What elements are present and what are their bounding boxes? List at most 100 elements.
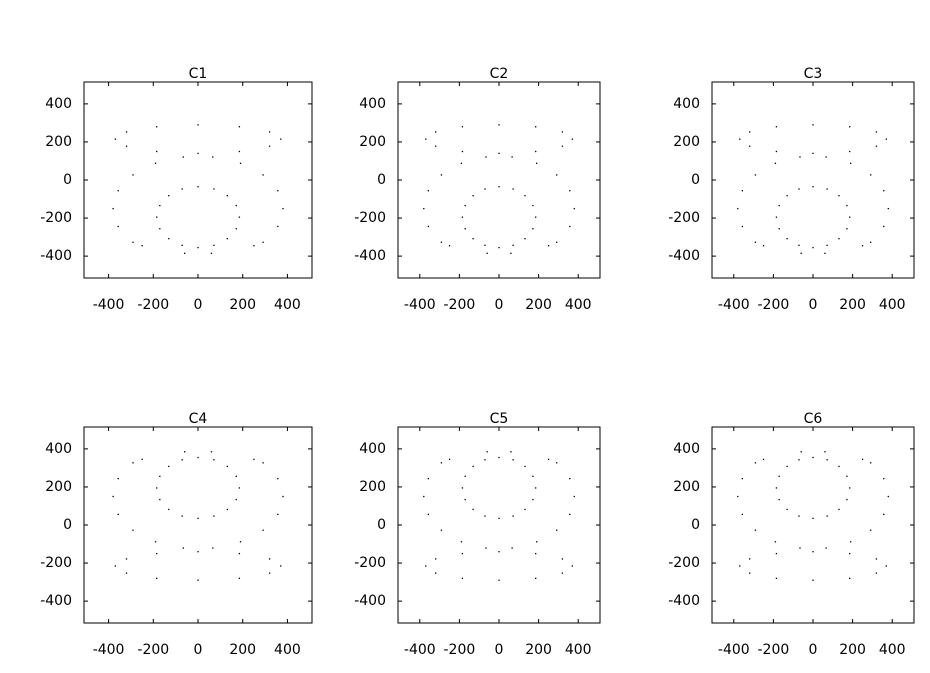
point bbox=[754, 529, 757, 531]
point bbox=[472, 508, 474, 511]
point bbox=[812, 517, 814, 520]
x-tick-label: -200 bbox=[758, 642, 790, 658]
point bbox=[749, 145, 751, 147]
point bbox=[277, 190, 279, 192]
x-tick-label: -400 bbox=[404, 297, 436, 313]
point bbox=[159, 204, 161, 207]
panel-title: C5 bbox=[490, 411, 509, 427]
y-tick-label: 200 bbox=[673, 479, 700, 495]
point bbox=[423, 495, 425, 498]
point bbox=[182, 156, 184, 158]
point bbox=[846, 475, 848, 477]
point bbox=[875, 145, 878, 147]
x-tick-label: 200 bbox=[525, 642, 552, 658]
y-tick-label: 0 bbox=[377, 517, 386, 533]
point bbox=[812, 551, 814, 553]
panel-title: C3 bbox=[804, 66, 823, 82]
y-tick-label: -200 bbox=[668, 210, 700, 226]
point bbox=[849, 552, 851, 555]
point bbox=[812, 456, 814, 459]
point bbox=[800, 451, 802, 453]
point bbox=[846, 228, 848, 230]
point bbox=[141, 245, 143, 247]
point bbox=[569, 477, 571, 480]
point bbox=[786, 238, 788, 240]
point bbox=[159, 498, 161, 501]
point bbox=[156, 150, 158, 153]
point bbox=[472, 465, 474, 468]
point bbox=[181, 459, 183, 461]
x-tick-label: -200 bbox=[137, 297, 169, 313]
point bbox=[117, 513, 119, 516]
point bbox=[125, 131, 128, 133]
point bbox=[774, 162, 777, 164]
point bbox=[159, 228, 161, 230]
x-tick-label: -200 bbox=[137, 642, 169, 658]
x-tick-label: -400 bbox=[718, 642, 750, 658]
point bbox=[883, 477, 885, 480]
point bbox=[435, 572, 437, 574]
point bbox=[786, 195, 788, 197]
point bbox=[883, 513, 885, 516]
point bbox=[212, 547, 214, 549]
point bbox=[826, 244, 828, 246]
point bbox=[125, 558, 128, 560]
point bbox=[775, 216, 778, 218]
point bbox=[849, 126, 851, 128]
y-tick-label: 400 bbox=[45, 96, 72, 112]
x-tick-label: 400 bbox=[565, 642, 592, 658]
point bbox=[460, 162, 463, 164]
point bbox=[498, 456, 500, 459]
point bbox=[181, 515, 183, 517]
point bbox=[846, 204, 848, 207]
point bbox=[741, 190, 743, 192]
x-tick-label: 200 bbox=[839, 642, 866, 658]
point bbox=[132, 462, 134, 464]
point bbox=[238, 150, 241, 153]
point bbox=[197, 124, 199, 126]
point bbox=[838, 238, 840, 240]
point bbox=[440, 529, 443, 531]
point bbox=[754, 174, 757, 176]
point bbox=[132, 241, 134, 243]
point bbox=[512, 459, 514, 461]
point bbox=[556, 174, 558, 176]
y-tick-label: -400 bbox=[668, 593, 700, 609]
y-tick-label: -400 bbox=[354, 593, 386, 609]
y-tick-label: -200 bbox=[668, 555, 700, 571]
point bbox=[532, 228, 534, 230]
point bbox=[739, 138, 741, 140]
point bbox=[775, 552, 778, 555]
point bbox=[535, 150, 537, 153]
point bbox=[532, 498, 534, 501]
point bbox=[536, 162, 538, 164]
point bbox=[461, 126, 464, 128]
point bbox=[262, 529, 264, 531]
plot-frame bbox=[83, 81, 313, 279]
point bbox=[778, 475, 780, 477]
y-tick-label: 0 bbox=[691, 517, 700, 533]
point bbox=[117, 477, 119, 480]
point bbox=[210, 451, 213, 453]
point bbox=[569, 225, 571, 228]
point bbox=[887, 495, 889, 498]
point bbox=[561, 558, 564, 560]
point bbox=[778, 228, 780, 230]
point bbox=[571, 565, 573, 567]
point bbox=[125, 145, 128, 147]
point bbox=[168, 465, 170, 468]
point bbox=[875, 131, 878, 133]
point bbox=[197, 186, 199, 188]
point bbox=[571, 138, 573, 140]
point bbox=[156, 216, 158, 218]
point bbox=[786, 465, 788, 468]
point bbox=[156, 487, 158, 489]
point bbox=[741, 225, 743, 228]
point bbox=[282, 495, 284, 498]
x-tick-label: 0 bbox=[194, 297, 203, 313]
point bbox=[156, 126, 158, 128]
x-tick-label: 200 bbox=[525, 297, 552, 313]
point bbox=[262, 241, 264, 243]
point bbox=[824, 451, 826, 453]
